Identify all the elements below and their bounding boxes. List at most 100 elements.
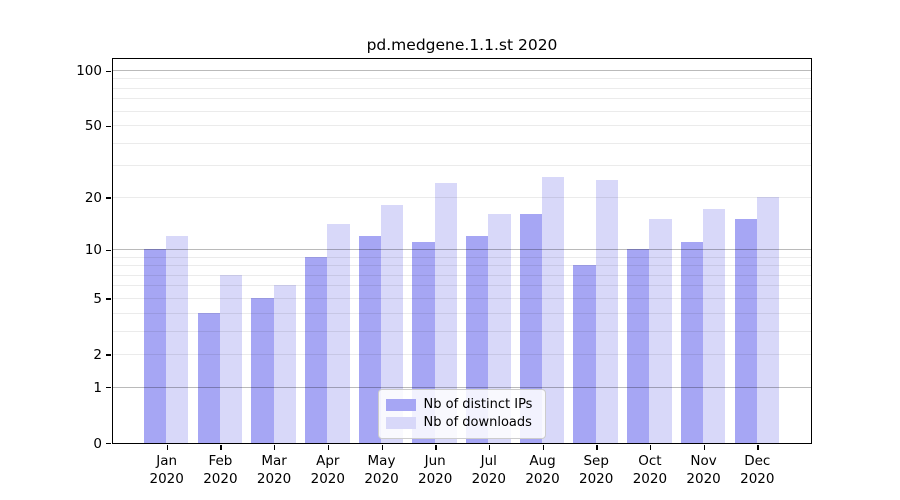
y-tick-label-20: 20 xyxy=(84,189,102,206)
legend-item-distinct-ips: Nb of distinct IPs xyxy=(385,397,538,412)
x-tick-dec xyxy=(757,444,759,450)
gridline-30 xyxy=(112,165,811,167)
x-tick-jul xyxy=(488,444,491,450)
y-tick-20 xyxy=(106,197,111,199)
x-tick-label-nov: Nov 2020 xyxy=(672,452,736,488)
gridline-6 xyxy=(112,285,811,287)
y-tick-label-1: 1 xyxy=(93,379,102,396)
x-tick-jan xyxy=(166,444,169,450)
y-tick-label-50: 50 xyxy=(84,118,102,135)
x-tick-year: 2020 xyxy=(203,471,238,487)
bar-dec-downloads xyxy=(756,196,780,443)
y-tick-label-5: 5 xyxy=(93,290,102,307)
x-tick-label-jun: Jun 2020 xyxy=(403,452,467,488)
x-tick-label-aug: Aug 2020 xyxy=(511,452,575,488)
gridline-40 xyxy=(112,142,811,144)
x-tick-month: Apr xyxy=(316,453,340,469)
bar-oct-downloads xyxy=(649,218,672,443)
bar-may-downloads xyxy=(381,204,404,443)
x-tick-jun xyxy=(435,444,437,450)
y-tick-label-0: 0 xyxy=(93,435,102,452)
x-tick-month: Dec xyxy=(744,453,771,469)
x-tick-apr xyxy=(327,444,330,450)
y-tick-2 xyxy=(106,354,111,356)
gridline-70 xyxy=(112,98,811,100)
x-tick-label-apr: Apr 2020 xyxy=(296,452,360,488)
bar-sep-distinct-ips xyxy=(573,265,596,443)
x-tick-month: Feb xyxy=(208,453,233,469)
bar-mar-downloads xyxy=(273,285,296,443)
x-tick-nov xyxy=(703,444,705,450)
gridline-7 xyxy=(112,274,811,276)
plot-area: Nb of distinct IPs Nb of downloads xyxy=(111,57,812,444)
x-tick-year: 2020 xyxy=(525,471,560,487)
x-tick-month: Jan xyxy=(156,453,178,469)
legend: Nb of distinct IPs Nb of downloads xyxy=(377,388,546,439)
x-tick-mar xyxy=(274,444,276,450)
gridline-80 xyxy=(112,87,811,89)
x-tick-year: 2020 xyxy=(579,471,614,487)
chart-title: pd.medgene.1.1.st 2020 xyxy=(366,36,558,54)
y-tick-10 xyxy=(106,249,111,251)
gridline-50 xyxy=(112,125,811,127)
y-tick-label-100: 100 xyxy=(76,63,102,79)
legend-swatch-downloads xyxy=(385,416,416,429)
x-tick-year: 2020 xyxy=(149,471,184,487)
bar-jul-downloads xyxy=(488,213,511,443)
legend-label-downloads: Nb of downloads xyxy=(423,415,532,430)
x-tick-sep xyxy=(596,444,598,450)
bars-layer xyxy=(113,59,811,443)
bar-may-distinct-ips xyxy=(358,235,381,443)
legend-swatch-distinct-ips xyxy=(385,398,416,411)
bar-jan-distinct-ips xyxy=(143,249,167,443)
bar-jun-downloads xyxy=(434,182,457,443)
x-tick-label-jan: Jan 2020 xyxy=(135,452,199,488)
x-tick-month: Jun xyxy=(424,453,446,469)
y-tick-100 xyxy=(106,70,111,72)
bar-oct-distinct-ips xyxy=(627,249,650,443)
gridline-100 xyxy=(112,70,811,72)
x-tick-label-mar: Mar 2020 xyxy=(242,452,306,488)
x-tick-label-sep: Sep 2020 xyxy=(564,452,628,488)
y-tick-1 xyxy=(106,387,111,389)
bar-dec-distinct-ips xyxy=(734,218,757,443)
gridline-90 xyxy=(112,78,811,80)
x-tick-month: Jul xyxy=(480,453,497,469)
bar-sep-downloads xyxy=(595,179,618,443)
gridline-1 xyxy=(112,386,811,388)
x-tick-month: Oct xyxy=(638,453,662,469)
x-tick-month: May xyxy=(367,453,396,469)
x-tick-may xyxy=(381,444,383,450)
x-tick-year: 2020 xyxy=(418,471,453,487)
x-tick-label-may: May 2020 xyxy=(350,452,414,488)
x-tick-oct xyxy=(649,444,652,450)
x-tick-month: Sep xyxy=(583,453,609,469)
y-tick-label-2: 2 xyxy=(93,346,102,363)
grid-layer xyxy=(112,59,811,443)
legend-item-downloads: Nb of downloads xyxy=(385,415,538,430)
bar-aug-distinct-ips xyxy=(519,213,542,443)
gridline-5 xyxy=(112,297,811,299)
x-tick-year: 2020 xyxy=(256,471,292,487)
x-tick-feb xyxy=(220,444,222,450)
x-tick-year: 2020 xyxy=(471,471,506,487)
gridline-4 xyxy=(112,312,811,314)
y-tick-50 xyxy=(106,125,111,127)
x-tick-year: 2020 xyxy=(364,471,399,487)
bar-feb-downloads xyxy=(219,274,243,443)
bar-feb-distinct-ips xyxy=(197,312,220,443)
gridline-8 xyxy=(112,265,811,267)
gridline-60 xyxy=(112,110,811,112)
y-tick-5 xyxy=(106,298,111,300)
gridline-9 xyxy=(112,256,811,258)
bar-aug-downloads xyxy=(542,176,565,443)
x-tick-label-feb: Feb 2020 xyxy=(188,452,252,488)
bar-nov-downloads xyxy=(703,209,726,443)
x-tick-year: 2020 xyxy=(740,471,775,487)
bar-jan-downloads xyxy=(166,235,189,443)
x-tick-year: 2020 xyxy=(686,471,721,487)
x-tick-year: 2020 xyxy=(310,471,345,487)
x-tick-month: Nov xyxy=(690,453,717,469)
legend-label-distinct-ips: Nb of distinct IPs xyxy=(423,397,533,412)
